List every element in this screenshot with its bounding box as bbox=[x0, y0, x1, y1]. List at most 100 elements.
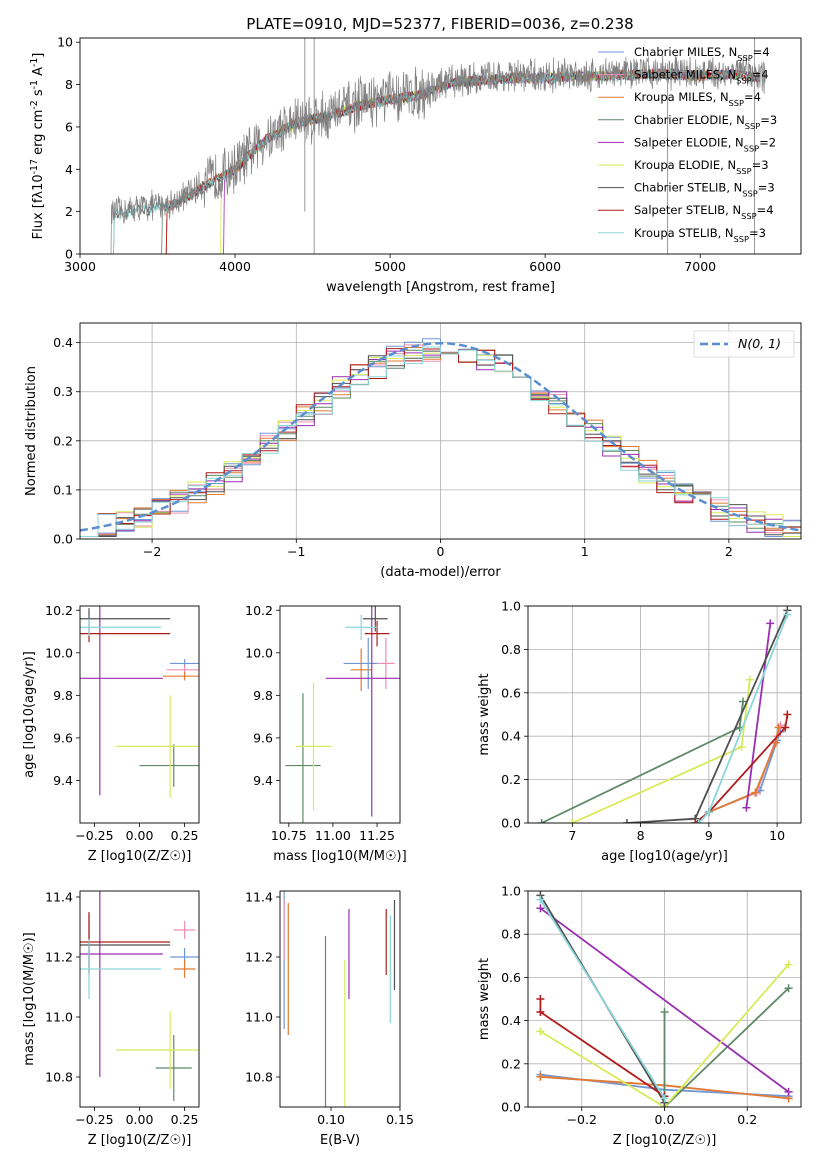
y-tick-label: 0.8 bbox=[501, 642, 521, 657]
x-tick-label: 7000 bbox=[684, 259, 716, 274]
x-axis-label: wavelength [Angstrom, rest frame] bbox=[326, 280, 555, 295]
spectrum-panel: 3000 4000 5000 6000 7000 0 2 4 6 8 10 wavelength [A… bbox=[29, 35, 802, 295]
x-tick-label: −0.2 bbox=[567, 1112, 597, 1127]
y-tick-label: 0.2 bbox=[501, 1056, 521, 1071]
mass-weight-line bbox=[539, 907, 790, 1093]
plot-area bbox=[285, 606, 400, 823]
x-tick-label: 7 bbox=[568, 828, 576, 843]
y-tick-label: 4 bbox=[65, 162, 73, 177]
plot-area bbox=[283, 891, 396, 1107]
mass-weight-marker bbox=[745, 675, 754, 684]
y-tick-label: 10.0 bbox=[45, 645, 73, 660]
legend-label: Kroupa STELIB, NSSP=3 bbox=[634, 226, 766, 244]
plot-area bbox=[110, 38, 766, 254]
x-tick-label: 0.25 bbox=[171, 828, 199, 843]
x-tick-label: 1 bbox=[581, 544, 589, 559]
legend-label: Salpeter ELODIE, NSSP=2 bbox=[634, 135, 776, 153]
x-tick-label: 0.00 bbox=[126, 1112, 154, 1127]
y-tick-label: 0.0 bbox=[53, 532, 73, 547]
x-tick-label: 6000 bbox=[529, 259, 561, 274]
legend-label: N(0, 1) bbox=[738, 336, 781, 351]
y-tick-label: 0.4 bbox=[53, 335, 73, 350]
x-tick-label: 11.00 bbox=[315, 828, 351, 843]
mass-weight-marker bbox=[771, 738, 780, 747]
legend-label: Chabrier MILES, NSSP=4 bbox=[634, 45, 770, 63]
y-axis-label: mass weight bbox=[477, 958, 492, 1040]
mass-weight-marker bbox=[742, 803, 751, 812]
x-axis-label: mass [log10(M/M☉)] bbox=[273, 849, 406, 864]
mass-weight-line bbox=[708, 727, 780, 813]
y-tick-label: 9.4 bbox=[53, 773, 73, 788]
y-axis-label: mass [log10(M/M☉)] bbox=[22, 932, 37, 1065]
mass-weight-marker bbox=[536, 1027, 545, 1036]
legend-box bbox=[693, 330, 795, 358]
axes-frame bbox=[79, 890, 200, 1108]
x-tick-label: −1 bbox=[287, 544, 305, 559]
x-tick-label: 11.25 bbox=[359, 828, 395, 843]
y-tick-label: 0.2 bbox=[53, 433, 73, 448]
plot-area bbox=[536, 891, 793, 1107]
axes-frame bbox=[527, 605, 802, 824]
legend-label: Chabrier STELIB, NSSP=3 bbox=[634, 181, 775, 199]
plot-area bbox=[80, 338, 801, 537]
plot-area bbox=[80, 891, 199, 1101]
y-tick-label: 0.3 bbox=[53, 384, 73, 399]
y-tick-label: 10.2 bbox=[245, 603, 273, 618]
legend-label: Chabrier ELODIE, NSSP=3 bbox=[634, 113, 777, 131]
x-tick-label: 3000 bbox=[64, 259, 96, 274]
y-tick-label: 9.8 bbox=[253, 688, 273, 703]
x-tick-label: 0.15 bbox=[386, 1112, 414, 1127]
y-tick-label: 10.2 bbox=[45, 603, 73, 618]
x-tick-label: 10 bbox=[769, 828, 785, 843]
y-tick-label: 10.8 bbox=[245, 1070, 273, 1085]
x-axis-label: E(B-V) bbox=[320, 1133, 360, 1148]
x-tick-label: 2 bbox=[725, 544, 733, 559]
mass-weight-marker bbox=[536, 1072, 545, 1081]
mass-weight-line bbox=[541, 701, 744, 823]
legend-label: Salpeter STELIB, NSSP=4 bbox=[634, 203, 774, 221]
mass-weight-marker bbox=[704, 808, 713, 817]
x-tick-label: 0.10 bbox=[317, 1112, 345, 1127]
mass-weight-line bbox=[697, 614, 789, 823]
y-tick-label: 6 bbox=[65, 119, 73, 134]
age-vs-mass-panel: 10.75 11.00 11.25 9.4 9.6 9.8 10.0 10.2 mass [lo… bbox=[245, 603, 407, 864]
legend-label: Salpeter MILES, NSSP=4 bbox=[634, 68, 769, 86]
mass-weight-marker bbox=[568, 819, 577, 823]
legend-label: Kroupa ELODIE, NSSP=3 bbox=[634, 158, 769, 176]
mass-weight-marker bbox=[751, 788, 760, 797]
y-tick-label: 0.4 bbox=[501, 729, 521, 744]
axes-frame bbox=[279, 605, 401, 824]
y-tick-label: 0.0 bbox=[501, 816, 521, 831]
x-tick-label: 5000 bbox=[374, 259, 406, 274]
y-tick-label: 0 bbox=[65, 247, 73, 262]
mass-weight-marker bbox=[783, 710, 792, 719]
axes-frame bbox=[79, 322, 802, 540]
x-axis-label: (data-model)/error bbox=[380, 565, 501, 580]
x-tick-label: 10.75 bbox=[271, 828, 307, 843]
y-tick-label: 9.6 bbox=[253, 730, 273, 745]
x-tick-label: 0.2 bbox=[737, 1112, 757, 1127]
y-tick-label: 8 bbox=[65, 77, 73, 92]
y-tick-label: 9.6 bbox=[53, 730, 73, 745]
y-tick-label: 0.0 bbox=[501, 1100, 521, 1115]
mass-weight-marker bbox=[536, 895, 545, 904]
y-tick-label: 9.8 bbox=[53, 688, 73, 703]
y-axis-label: Normed distribution bbox=[24, 366, 39, 496]
y-tick-label: 0.1 bbox=[53, 482, 73, 497]
mass-weight-marker bbox=[737, 743, 746, 752]
x-tick-label: 4000 bbox=[219, 259, 251, 274]
mass-weight-marker bbox=[660, 1094, 669, 1103]
mass-weight-marker bbox=[622, 819, 631, 823]
x-tick-label: 0 bbox=[437, 544, 445, 559]
x-tick-label: −0.25 bbox=[75, 828, 113, 843]
legend-label: Kroupa MILES, NSSP=4 bbox=[634, 90, 761, 108]
mass-weight-marker bbox=[784, 1087, 793, 1096]
x-axis-label: Z [log10(Z/Z☉)] bbox=[88, 849, 192, 864]
axes-frame bbox=[79, 37, 802, 255]
mass-weight-marker bbox=[738, 697, 747, 706]
mass-weight-marker bbox=[781, 723, 790, 732]
mass-weight-line bbox=[663, 987, 790, 1107]
y-tick-label: 0.4 bbox=[501, 1013, 521, 1028]
y-tick-label: 10.0 bbox=[245, 645, 273, 660]
y-tick-label: 0.8 bbox=[501, 927, 521, 942]
